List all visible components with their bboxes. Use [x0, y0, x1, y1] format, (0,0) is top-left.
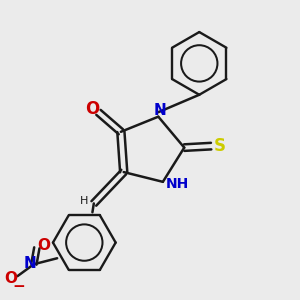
Text: N: N	[153, 103, 166, 118]
Text: S: S	[214, 137, 226, 155]
Text: N: N	[24, 256, 37, 272]
Text: −: −	[13, 279, 26, 294]
Text: NH: NH	[166, 177, 189, 191]
Text: O: O	[85, 100, 99, 118]
Text: H: H	[80, 196, 88, 206]
Text: O: O	[4, 271, 17, 286]
Text: O: O	[37, 238, 50, 253]
